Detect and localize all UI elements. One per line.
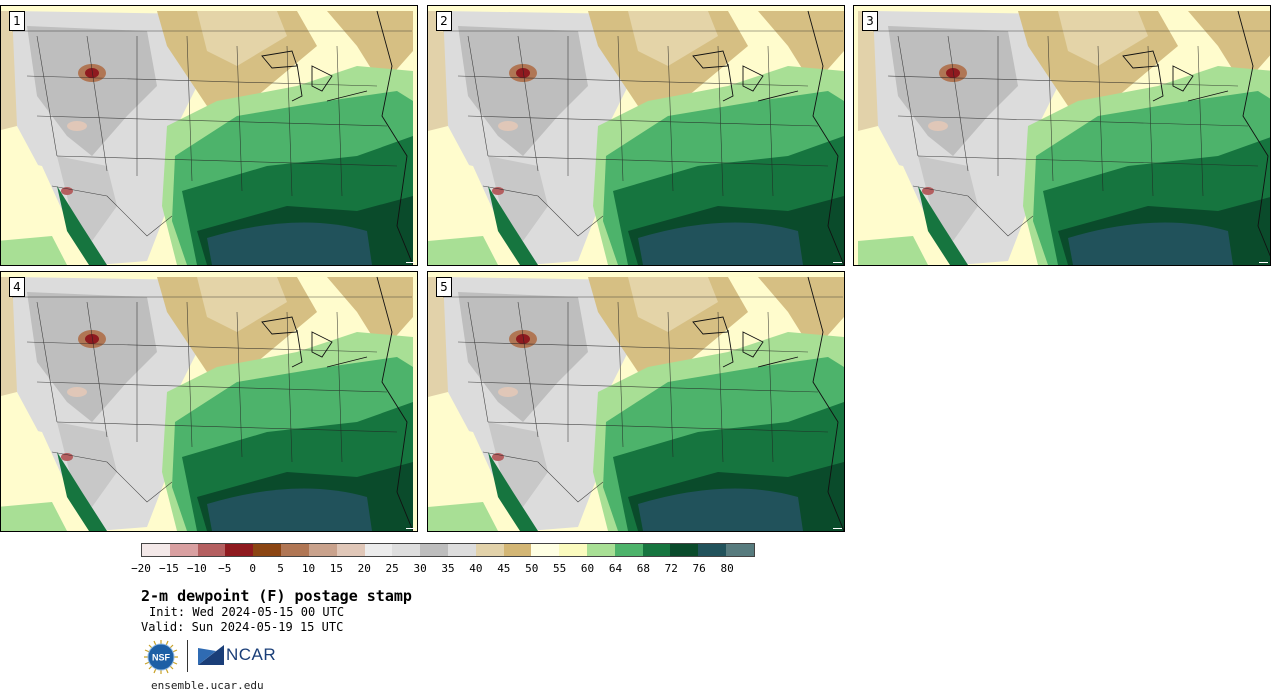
colorbar-tick-label: 25: [385, 562, 399, 575]
valid-time: Valid: Sun 2024-05-19 15 UTC: [141, 620, 344, 634]
dewpoint-map-graphic: [858, 6, 1270, 265]
colorbar-swatch: [281, 544, 309, 556]
colorbar-tick-label: −5: [218, 562, 232, 575]
colorbar-swatch: [614, 544, 643, 556]
panel-corner-mark: [406, 528, 415, 529]
member-label: 4: [9, 277, 25, 297]
panel-corner-mark: [833, 262, 842, 263]
member-label: 1: [9, 11, 25, 31]
colorbar-swatch: [698, 544, 727, 556]
colorbar-tick-label: 0: [249, 562, 256, 575]
colorbar-swatch: [336, 544, 365, 556]
ensemble-member-map-5: 5: [427, 271, 845, 532]
colorbar-tick-label: 35: [441, 562, 455, 575]
panel-corner-mark: [406, 262, 415, 263]
dewpoint-colorbar: [141, 543, 755, 557]
colorbar-swatch: [197, 544, 226, 556]
colorbar-tick-label: 20: [357, 562, 371, 575]
ensemble-member-map-3: 3: [853, 5, 1271, 266]
ensemble-member-map-2: 2: [427, 5, 845, 266]
colorbar-tick-label: 15: [329, 562, 343, 575]
colorbar-tick-labels: −20 −15 −10 −5 0 5 10 15 20 25 30 35 40 45 50 55 60 64 68 7…: [131, 562, 755, 576]
colorbar-swatch: [559, 544, 587, 556]
sponsor-logos: NSF NCAR: [143, 639, 283, 675]
ncar-logo-text: NCAR: [226, 645, 277, 664]
colorbar-swatch: [642, 544, 671, 556]
site-url: ensemble.ucar.edu: [151, 679, 264, 692]
member-label: 2: [436, 11, 452, 31]
colorbar-swatch: [308, 544, 337, 556]
colorbar-tick-label: 45: [497, 562, 511, 575]
nsf-logo: NSF: [144, 640, 178, 674]
colorbar-swatch: [503, 544, 532, 556]
panel-corner-mark: [833, 528, 842, 529]
colorbar-swatch: [726, 544, 754, 556]
colorbar-tick-label: 30: [413, 562, 427, 575]
colorbar-tick-label: 55: [553, 562, 567, 575]
colorbar-tick-label: −10: [186, 562, 207, 575]
colorbar-swatch: [253, 544, 282, 556]
ensemble-member-map-4: 4: [0, 271, 418, 532]
logo-separator: [187, 640, 188, 672]
colorbar-swatch: [225, 544, 254, 556]
colorbar-tick-label: 40: [469, 562, 483, 575]
dewpoint-map-graphic: [428, 272, 844, 531]
colorbar-tick-label: 76: [692, 562, 706, 575]
colorbar-tick-label: −15: [158, 562, 179, 575]
colorbar-tick-label: 68: [636, 562, 650, 575]
plot-title: 2-m dewpoint (F) postage stamp: [141, 587, 412, 605]
colorbar-tick-label: 72: [664, 562, 678, 575]
ensemble-member-map-1: 1: [0, 5, 418, 266]
colorbar-swatch: [475, 544, 504, 556]
colorbar-swatch: [392, 544, 421, 556]
colorbar-tick-label: 60: [580, 562, 595, 575]
colorbar-swatch: [142, 544, 170, 556]
colorbar-swatch: [169, 544, 198, 556]
member-label: 3: [862, 11, 878, 31]
colorbar-swatch: [531, 544, 560, 556]
colorbar-tick-label: 64: [608, 562, 623, 575]
panel-corner-mark: [1259, 262, 1268, 263]
colorbar-tick-label: 80: [720, 562, 734, 575]
ncar-mark-icon: [198, 645, 224, 665]
colorbar-swatch: [420, 544, 448, 556]
colorbar-tick-label: 10: [301, 562, 316, 575]
colorbar-swatch: [587, 544, 615, 556]
init-time: Init: Wed 2024-05-15 00 UTC: [149, 605, 345, 619]
member-label: 5: [436, 277, 452, 297]
colorbar-swatch: [447, 544, 476, 556]
colorbar-tick-label: 5: [277, 562, 284, 575]
colorbar-tick-label: −20: [131, 562, 151, 575]
colorbar-swatch: [364, 544, 393, 556]
colorbar-tick-label: 50: [525, 562, 539, 575]
dewpoint-map-graphic: [428, 6, 844, 265]
colorbar-swatch: [670, 544, 699, 556]
dewpoint-map-graphic: [1, 272, 413, 531]
dewpoint-map-graphic: [1, 6, 413, 265]
svg-text:NSF: NSF: [152, 653, 171, 663]
